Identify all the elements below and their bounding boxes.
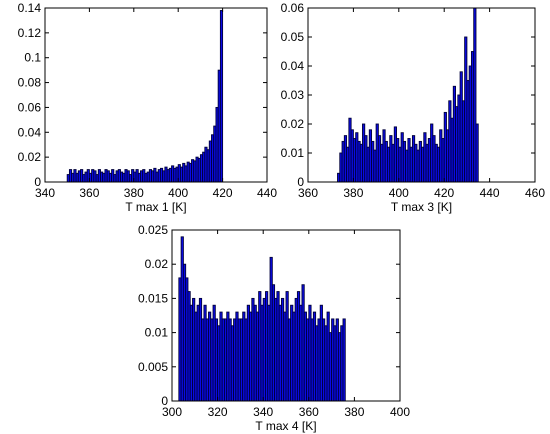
y-tick-label: 0 — [297, 175, 304, 189]
x-tick-label: 380 — [344, 405, 364, 419]
histogram-bar — [342, 318, 346, 402]
x-tick-label: 340 — [253, 405, 273, 419]
y-tick-label: 0.015 — [138, 291, 168, 305]
plot-border — [171, 229, 401, 402]
y-tick-label: 0.12 — [18, 26, 42, 40]
y-tick-label: 0.025 — [138, 223, 168, 237]
histogram-bar — [475, 123, 479, 183]
x-axis-label: T max 4 [K] — [255, 419, 316, 433]
x-tick-label: 360 — [79, 186, 99, 200]
histogram-bar — [219, 10, 224, 183]
y-tick-label: 0 — [34, 175, 41, 189]
histogram-1: 340 360 380 400 420 440 0 0.02 0.04 0.06 0.08 0.1 0.… — [18, 1, 278, 214]
x-tick-label: 460 — [525, 186, 545, 200]
y-tick-label: 0.05 — [281, 30, 305, 44]
y-tick-label: 0.04 — [18, 125, 42, 139]
y-tick-label: 0.02 — [145, 257, 169, 271]
x-axis-label: T max 3 [K] — [391, 200, 452, 214]
x-tick-label: 380 — [124, 186, 144, 200]
x-tick-label: 360 — [298, 186, 318, 200]
y-tick-label: 0.1 — [24, 51, 41, 65]
x-tick-label: 340 — [35, 186, 55, 200]
y-tick-label: 0.02 — [281, 117, 305, 131]
histogram-2: 360 380 400 420 440 460 0 0.01 0.02 0.03 0.04 0.05 0… — [281, 1, 546, 214]
x-tick-label: 440 — [480, 186, 500, 200]
x-tick-label: 440 — [257, 186, 277, 200]
y-tick-label: 0.02 — [18, 150, 42, 164]
x-tick-label: 400 — [390, 405, 410, 419]
x-tick-label: 320 — [208, 405, 228, 419]
x-tick-label: 360 — [299, 405, 319, 419]
y-tick-label: 0.06 — [281, 1, 305, 15]
plot-border — [44, 7, 268, 183]
x-tick-label: 420 — [213, 186, 233, 200]
y-tick-label: 0.005 — [138, 360, 168, 374]
y-tick-label: 0.04 — [281, 59, 305, 73]
y-tick-label: 0.14 — [18, 1, 42, 15]
y-tick-label: 0.03 — [281, 88, 305, 102]
x-tick-label: 380 — [343, 186, 363, 200]
y-tick-label: 0.08 — [18, 76, 42, 90]
y-tick-label: 0.01 — [281, 146, 305, 160]
x-tick-label: 400 — [168, 186, 188, 200]
x-tick-label: 420 — [434, 186, 454, 200]
y-tick-label: 0.01 — [145, 326, 169, 340]
x-tick-label: 400 — [389, 186, 409, 200]
y-tick-label: 0.06 — [18, 100, 42, 114]
histogram-3: 300 320 340 360 380 400 0 0.005 0.01 0.015 0.02 0.0… — [138, 223, 410, 433]
y-tick-label: 0 — [161, 394, 168, 408]
x-axis-label: T max 1 [K] — [125, 200, 186, 214]
plot-area — [44, 7, 268, 183]
x-tick-label: 300 — [162, 405, 182, 419]
